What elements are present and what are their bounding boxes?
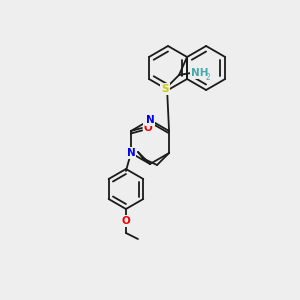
Text: NH: NH	[191, 68, 209, 78]
Text: O: O	[122, 216, 130, 226]
Text: 2: 2	[206, 73, 210, 82]
Text: N: N	[146, 115, 154, 125]
Text: O: O	[144, 123, 152, 133]
Text: S: S	[161, 84, 169, 94]
Text: N: N	[127, 148, 135, 158]
